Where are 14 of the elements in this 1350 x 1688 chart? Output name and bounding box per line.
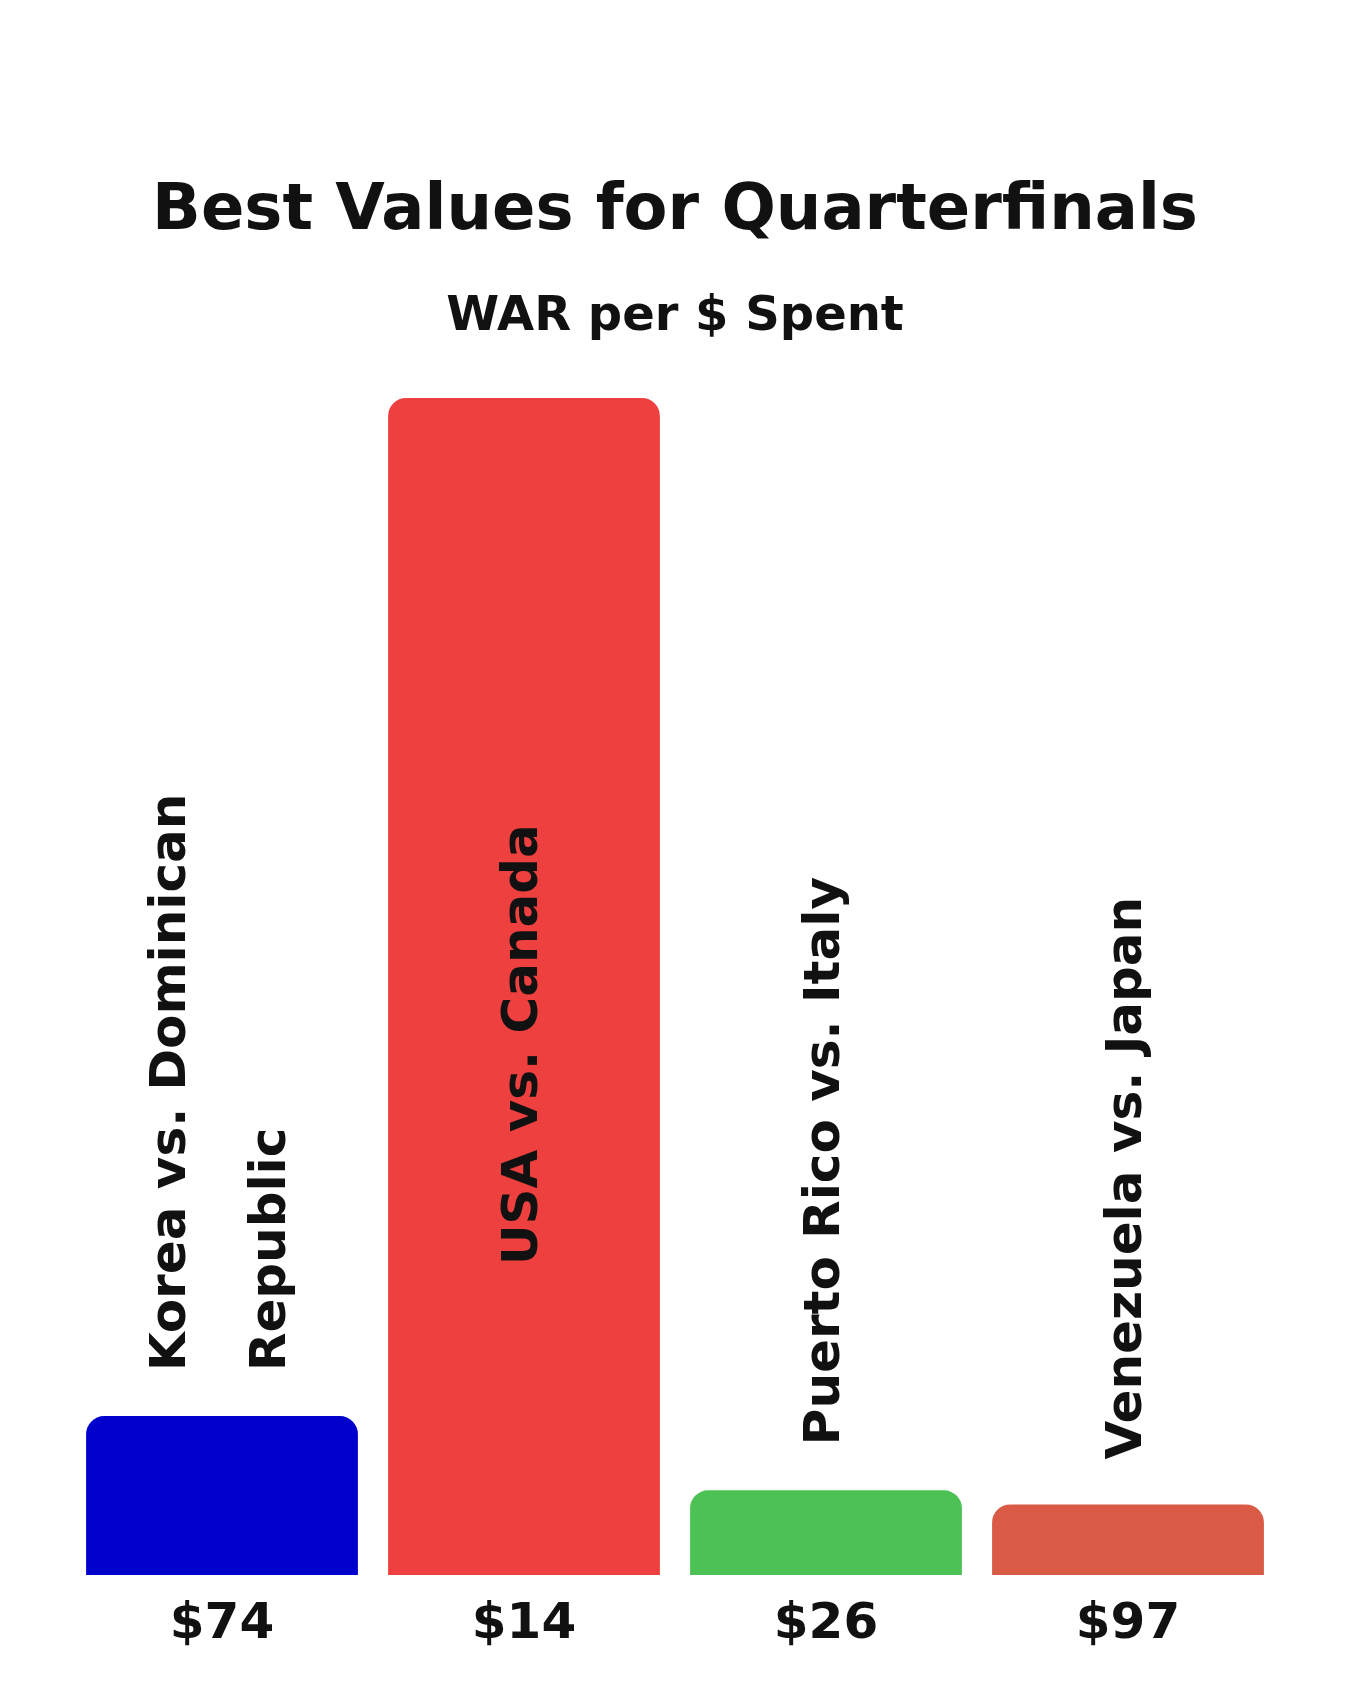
text: $26 [773, 1591, 879, 1650]
bar [388, 398, 660, 1575]
chart-title: Best Values for Quarterfinals [151, 170, 1199, 244]
bar [690, 1490, 962, 1575]
x-tick-label: Korea vs. Dominican Republic [138, 793, 297, 1372]
text: $14 [471, 1591, 577, 1650]
x-tick-label: USA vs. Canada [490, 824, 549, 1265]
text: $74 [169, 1591, 275, 1650]
x-tick-label: Puerto Rico vs. Italy [792, 877, 851, 1446]
bar [992, 1504, 1264, 1575]
bar [86, 1416, 358, 1575]
text: $97 [1075, 1591, 1181, 1650]
chart-subtitle: WAR per $ Spent [445, 285, 905, 341]
x-tick-label: Venezuela vs. Japan [1094, 896, 1153, 1460]
